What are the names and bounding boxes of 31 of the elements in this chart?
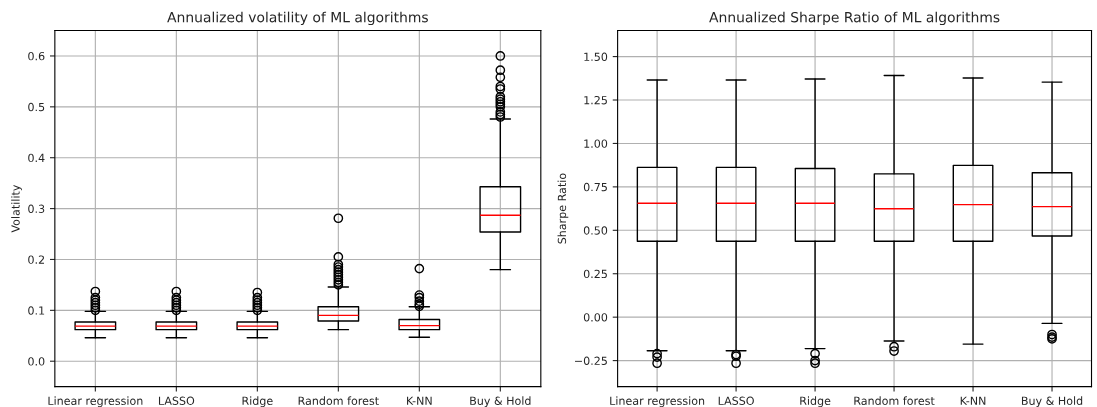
chart-title: Annualized volatility of ML algorithms <box>167 11 428 26</box>
x-tick-label: LASSO <box>718 396 754 405</box>
y-tick-label: 1.50 <box>584 52 608 61</box>
x-tick-label: Buy & Hold <box>470 396 531 407</box>
y-tick-label: 0.4 <box>28 153 45 163</box>
x-tick-label: LASSO <box>158 396 195 405</box>
x-tick-label: Linear regression <box>48 396 143 407</box>
y-tick-label: −0.25 <box>575 356 607 365</box>
y-axis-title: Volatility <box>11 184 22 233</box>
x-tick-label: Ridge <box>242 396 273 407</box>
y-tick-label: 0.0 <box>28 357 45 366</box>
y-tick-label: 0.5 <box>28 102 45 112</box>
y-tick-label: 0.00 <box>583 313 608 322</box>
x-tick-label: K-NN <box>407 396 432 405</box>
y-tick-label: 0.3 <box>28 204 45 213</box>
y-tick-label: 0.75 <box>583 182 607 192</box>
x-tick-label: K-NN <box>960 396 986 405</box>
y-tick-label: 1.25 <box>584 95 607 105</box>
y-tick-label: 0.50 <box>583 226 608 235</box>
x-tick-label: Linear regression <box>610 396 705 407</box>
y-tick-label: 0.6 <box>28 51 45 61</box>
y-tick-label: 0.2 <box>28 255 45 264</box>
x-tick-label: Random forest <box>298 396 379 405</box>
y-axis-title: Sharpe Ratio <box>557 173 569 244</box>
chart-title: Annualized Sharpe Ratio of ML algorithms <box>709 11 1000 26</box>
y-tick-label: 0.25 <box>583 269 607 279</box>
y-tick-label: 1.00 <box>584 139 608 148</box>
x-tick-label: Ridge <box>800 396 831 407</box>
x-tick-label: Buy & Hold <box>1021 396 1083 407</box>
y-tick-label: 0.1 <box>28 306 45 315</box>
x-tick-label: Random forest <box>854 396 935 405</box>
